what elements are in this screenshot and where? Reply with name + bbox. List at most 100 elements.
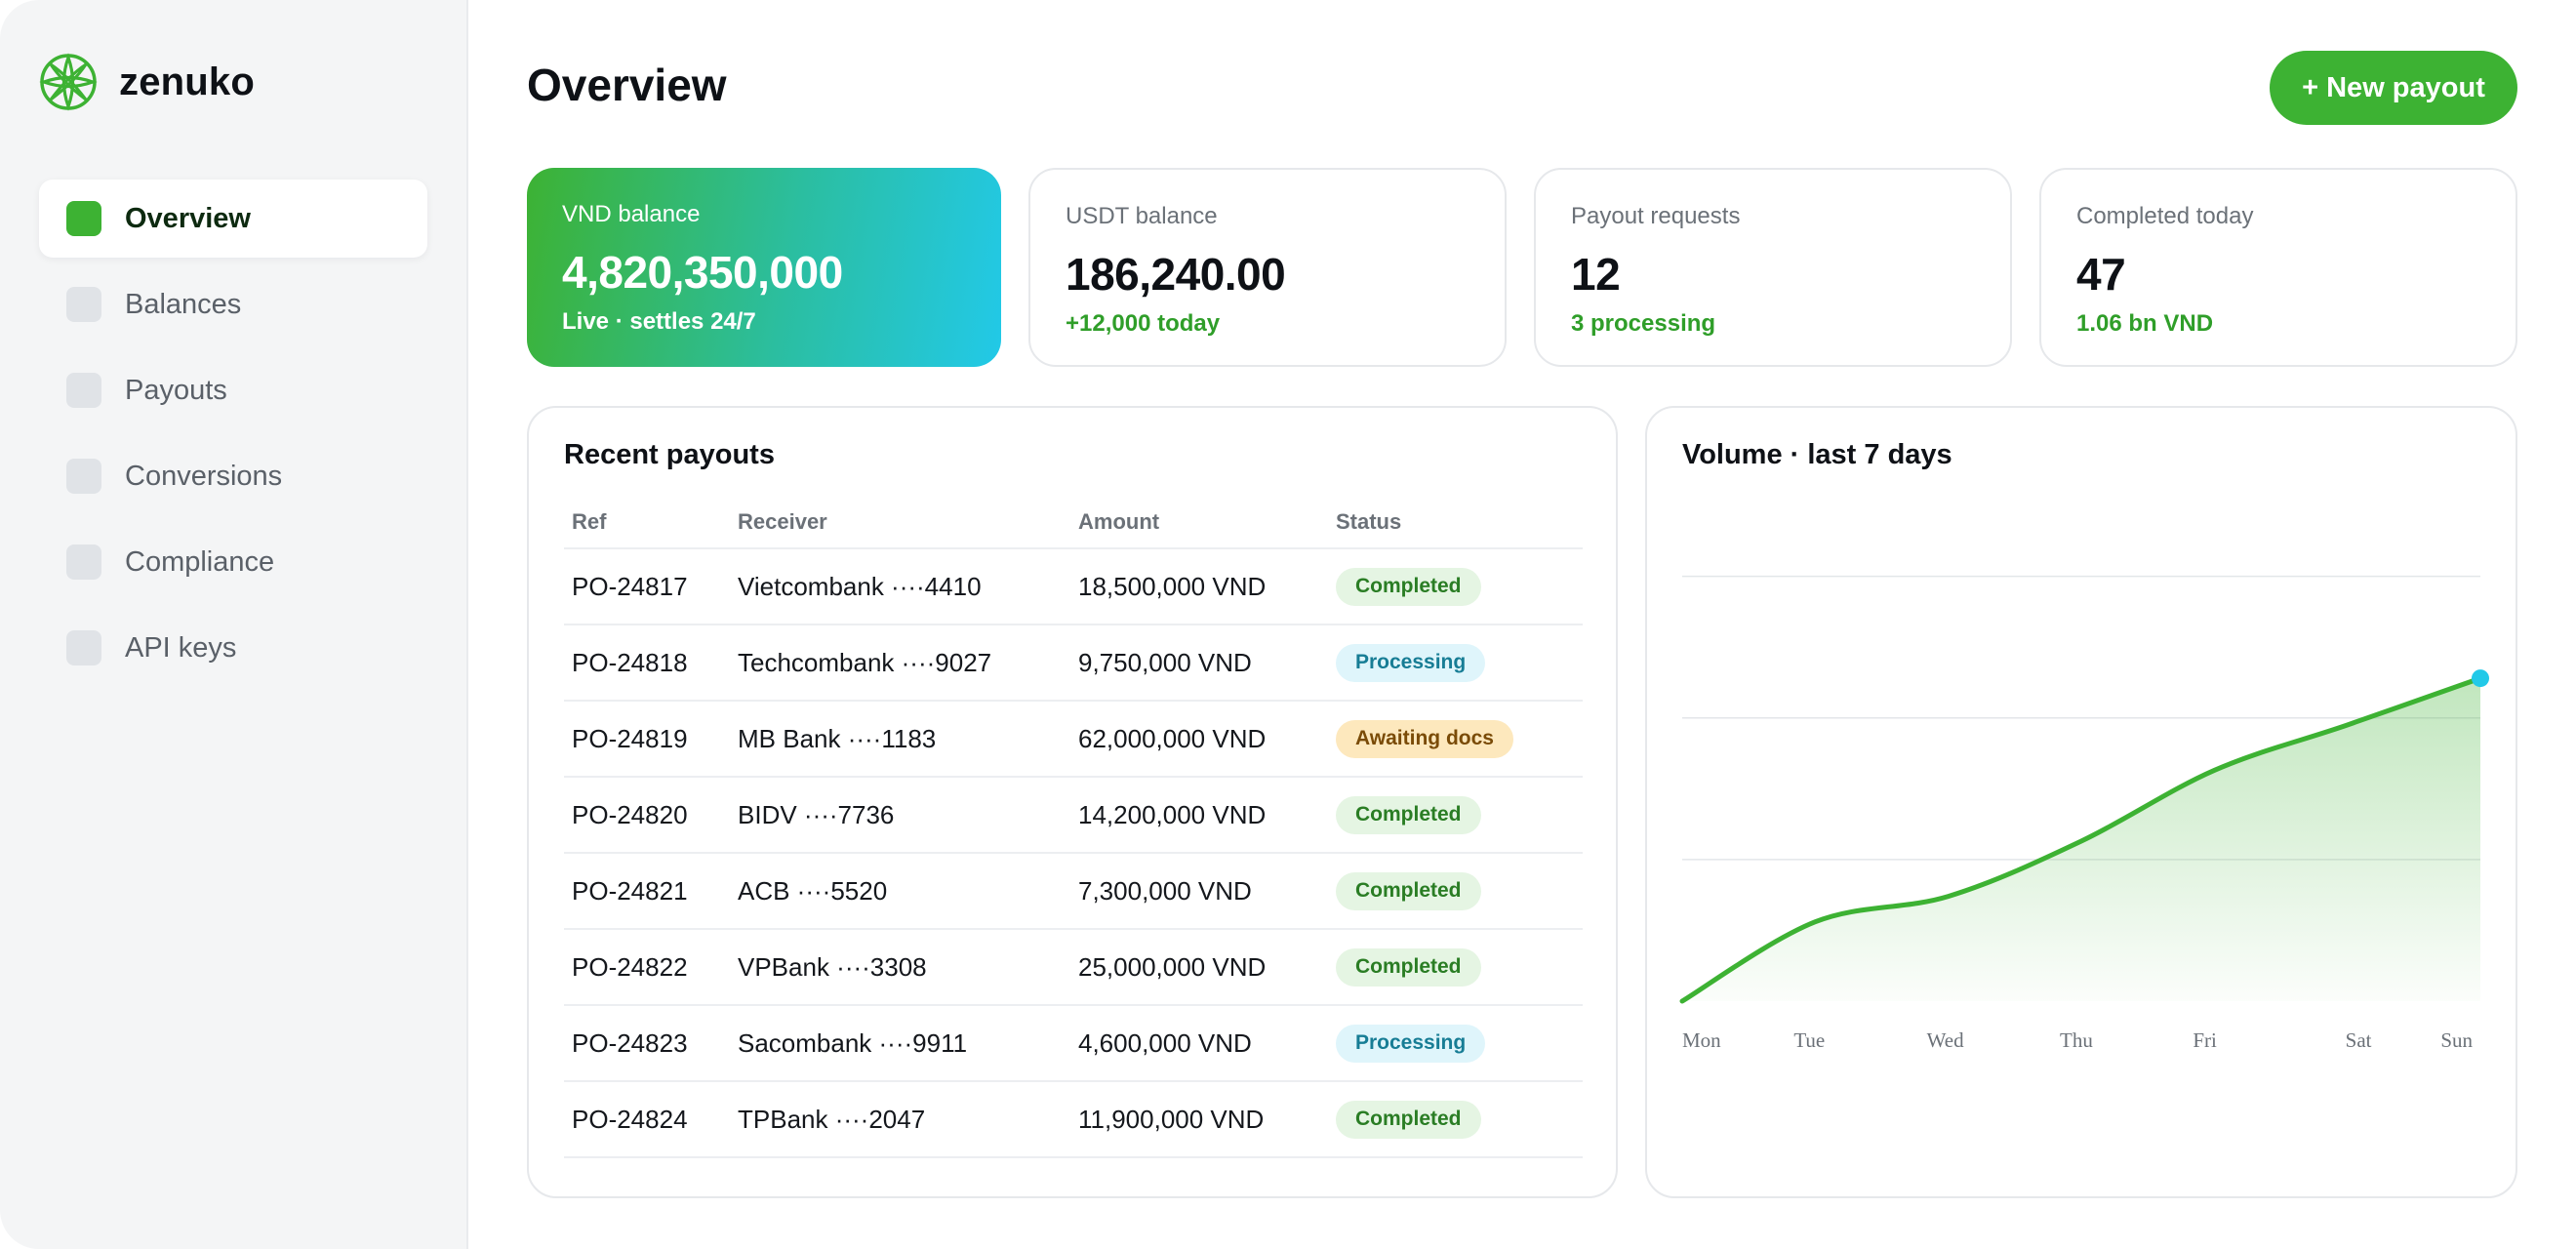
- status-badge: Completed: [1336, 947, 1481, 987]
- cell-ref: PO-24817: [564, 548, 730, 625]
- stat-label: VND balance: [562, 201, 701, 227]
- cell-receiver: ACB ····5520: [730, 853, 1070, 930]
- table-row[interactable]: PO-24820 BIDV ····7736 14,200,000 VND Co…: [564, 777, 1583, 854]
- overview-nav-icon: [66, 201, 101, 236]
- status-badge: Completed: [1336, 1100, 1481, 1139]
- x-tick-label: Mon: [1682, 1028, 1721, 1052]
- stat-label: Payout requests: [1571, 203, 1741, 229]
- table-row[interactable]: PO-24818 Techcombank ····9027 9,750,000 …: [564, 624, 1583, 702]
- cell-amount: 7,300,000 VND: [1070, 853, 1328, 930]
- cell-amount: 18,500,000 VND: [1070, 548, 1328, 625]
- balances-nav-icon: [66, 287, 101, 322]
- recent-payouts-panel: Recent payouts Ref Receiver Amount Statu…: [527, 406, 1618, 1198]
- column-header-amount[interactable]: Amount: [1070, 496, 1328, 549]
- sidebar-item-label: Overview: [125, 202, 251, 234]
- sidebar-item-balances[interactable]: Balances: [39, 265, 427, 343]
- table-row[interactable]: PO-24822 VPBank ····3308 25,000,000 VND …: [564, 929, 1583, 1006]
- x-tick-label: Sun: [2440, 1028, 2473, 1052]
- stat-value: 12: [1571, 249, 1621, 300]
- status-badge: Awaiting docs: [1336, 719, 1513, 758]
- table-row[interactable]: PO-24821 ACB ····5520 7,300,000 VND Comp…: [564, 853, 1583, 930]
- table-header-row: Ref Receiver Amount Status: [564, 496, 1583, 549]
- cell-status: Completed: [1328, 853, 1583, 930]
- status-badge: Completed: [1336, 567, 1481, 606]
- payouts-nav-icon: [66, 373, 101, 408]
- stat-card-completed-today[interactable]: Completed today 47 1.06 bn VND: [2039, 168, 2517, 367]
- series-line: [1679, 675, 2483, 1004]
- cell-ref: PO-24821: [564, 853, 730, 930]
- table-row[interactable]: PO-24819 MB Bank ····1183 62,000,000 VND…: [564, 701, 1583, 778]
- stat-value: 186,240.00: [1066, 249, 1286, 300]
- compliance-nav-icon: [66, 544, 101, 580]
- stat-sub: 1.06 bn VND: [2076, 310, 2214, 337]
- cell-status: Completed: [1328, 777, 1583, 854]
- sidebar-item-overview[interactable]: Overview: [39, 180, 427, 258]
- cell-receiver: Vietcombank ····4410: [730, 548, 1070, 625]
- column-header-status[interactable]: Status: [1328, 496, 1583, 549]
- stat-sub: Live · settles 24/7: [562, 308, 756, 335]
- api-keys-nav-icon: [66, 630, 101, 665]
- stat-sub: 3 processing: [1571, 310, 1716, 337]
- sidebar-nav: Overview Balances Payouts Conversions Co…: [39, 180, 427, 695]
- series-area: [1682, 678, 2480, 1001]
- stat-sub: +12,000 today: [1066, 310, 1221, 337]
- stat-card-payout-requests[interactable]: Payout requests 12 3 processing: [1534, 168, 2012, 367]
- sidebar-item-api-keys[interactable]: API keys: [39, 609, 427, 687]
- cell-receiver: VPBank ····3308: [730, 929, 1070, 1006]
- sidebar-item-payouts[interactable]: Payouts: [39, 351, 427, 429]
- chart-title: Volume · last 7 days: [1682, 439, 1952, 470]
- cell-status: Processing: [1328, 624, 1583, 702]
- x-tick-label: Thu: [2060, 1028, 2093, 1052]
- x-tick-label: Wed: [1927, 1028, 1964, 1052]
- brand-name: zenuko: [119, 60, 255, 103]
- sidebar: zenuko Overview Balances Payouts Convers…: [0, 0, 468, 1249]
- sidebar-item-label: Compliance: [125, 545, 275, 578]
- sidebar-item-label: Conversions: [125, 460, 283, 492]
- cell-amount: 14,200,000 VND: [1070, 777, 1328, 854]
- cell-ref: PO-24820: [564, 777, 730, 854]
- stat-card-usdt-balance[interactable]: USDT balance 186,240.00 +12,000 today: [1028, 168, 1507, 367]
- column-header-ref[interactable]: Ref: [564, 496, 730, 549]
- volume-chart-panel: Volume · last 7 days Mon Tue Wed Thu Fri Sat S…: [1645, 406, 2517, 1198]
- status-badge: Processing: [1336, 643, 1486, 682]
- sidebar-item-label: Payouts: [125, 374, 227, 406]
- sidebar-item-label: API keys: [125, 631, 237, 664]
- status-badge: Completed: [1336, 795, 1481, 834]
- cell-ref: PO-24823: [564, 1005, 730, 1082]
- table-row[interactable]: PO-24817 Vietcombank ····4410 18,500,000…: [564, 548, 1583, 625]
- cell-status: Completed: [1328, 1081, 1583, 1158]
- status-badge: Processing: [1336, 1024, 1486, 1063]
- x-tick-label: Fri: [2193, 1028, 2217, 1052]
- cell-receiver: TPBank ····2047: [730, 1081, 1070, 1158]
- page-title: Overview: [527, 60, 727, 110]
- new-payout-button[interactable]: + New payout: [2270, 51, 2517, 125]
- table-row[interactable]: PO-24823 Sacombank ····9911 4,600,000 VN…: [564, 1005, 1583, 1082]
- brand[interactable]: zenuko: [39, 51, 255, 113]
- cell-receiver: BIDV ····7736: [730, 777, 1070, 854]
- cell-ref: PO-24819: [564, 701, 730, 778]
- cell-receiver: Sacombank ····9911: [730, 1005, 1070, 1082]
- stat-label: Completed today: [2076, 203, 2254, 229]
- cell-amount: 11,900,000 VND: [1070, 1081, 1328, 1158]
- sidebar-item-compliance[interactable]: Compliance: [39, 523, 427, 601]
- stat-card-vnd-balance[interactable]: VND balance 4,820,350,000 Live · settles…: [527, 168, 1001, 367]
- table-row[interactable]: PO-24824 TPBank ····2047 11,900,000 VND …: [564, 1081, 1583, 1158]
- panel-title: Recent payouts: [564, 439, 775, 470]
- stat-value: 4,820,350,000: [562, 247, 843, 298]
- series-endpoint-marker: [2472, 669, 2489, 688]
- cell-receiver: MB Bank ····1183: [730, 701, 1070, 778]
- x-tick-label: Sat: [2346, 1028, 2372, 1052]
- column-header-receiver[interactable]: Receiver: [730, 496, 1070, 549]
- stat-cards: VND balance 4,820,350,000 Live · settles…: [527, 168, 2517, 367]
- cell-ref: PO-24822: [564, 929, 730, 1006]
- cell-amount: 62,000,000 VND: [1070, 701, 1328, 778]
- cell-ref: PO-24824: [564, 1081, 730, 1158]
- cell-status: Completed: [1328, 548, 1583, 625]
- stat-label: USDT balance: [1066, 203, 1218, 229]
- sidebar-item-conversions[interactable]: Conversions: [39, 437, 427, 515]
- cell-amount: 25,000,000 VND: [1070, 929, 1328, 1006]
- stat-value: 47: [2076, 249, 2126, 300]
- cell-status: Awaiting docs: [1328, 701, 1583, 778]
- x-tick-label: Tue: [1793, 1028, 1825, 1052]
